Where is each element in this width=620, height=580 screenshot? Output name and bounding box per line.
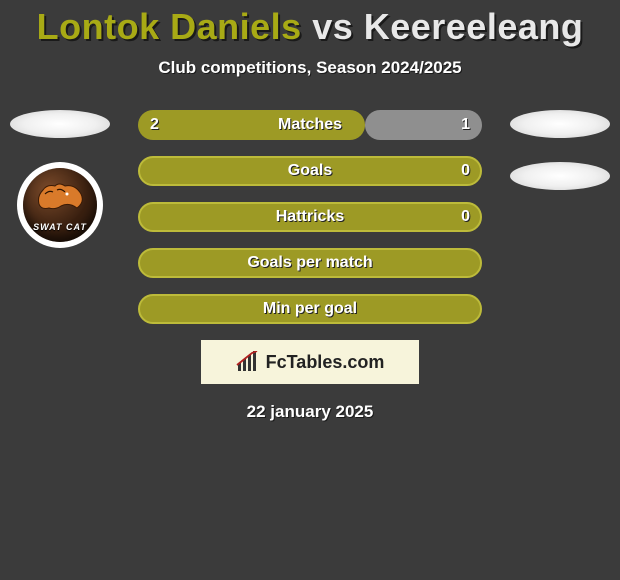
swatcat-icon (35, 180, 85, 216)
team-placeholder-right-2 (510, 162, 610, 190)
stat-value-right: 1 (461, 110, 470, 140)
stat-bar-fill (138, 156, 482, 186)
team-badge-left: SWAT CAT (17, 162, 103, 248)
stat-value-right: 0 (461, 202, 470, 232)
stat-row: Goals per match (138, 248, 482, 278)
stat-row: Matches21 (138, 110, 482, 140)
stat-value-left: 2 (150, 110, 159, 140)
fctables-logo-text: FcTables.com (266, 352, 385, 373)
title-player1: Lontok Daniels (37, 6, 302, 47)
date: 22 january 2025 (0, 402, 620, 422)
page-title: Lontok Daniels vs Keereeleang (0, 0, 620, 48)
stat-bars: Matches21Goals0Hattricks0Goals per match… (138, 110, 482, 324)
team-placeholder-right-1 (510, 110, 610, 138)
stat-value-right: 0 (461, 156, 470, 186)
team-badge-label: SWAT CAT (23, 222, 97, 232)
chart-icon (236, 351, 260, 373)
fctables-logo-card: FcTables.com (201, 340, 419, 384)
title-player2: Keereeleang (364, 6, 584, 47)
stat-bar-left-fill (138, 110, 365, 140)
title-vs: vs (312, 6, 364, 47)
team-badge-inner: SWAT CAT (23, 168, 97, 242)
stat-row: Goals0 (138, 156, 482, 186)
subtitle: Club competitions, Season 2024/2025 (0, 58, 620, 78)
stat-row: Hattricks0 (138, 202, 482, 232)
stat-row: Min per goal (138, 294, 482, 324)
stat-bar-fill (138, 202, 482, 232)
stat-bar-fill (138, 294, 482, 324)
stats-area: SWAT CAT Matches21Goals0Hattricks0Goals … (0, 110, 620, 422)
left-team-column: SWAT CAT (10, 110, 110, 248)
team-placeholder-left (10, 110, 110, 138)
right-team-column (510, 110, 610, 214)
stat-bar-fill (138, 248, 482, 278)
